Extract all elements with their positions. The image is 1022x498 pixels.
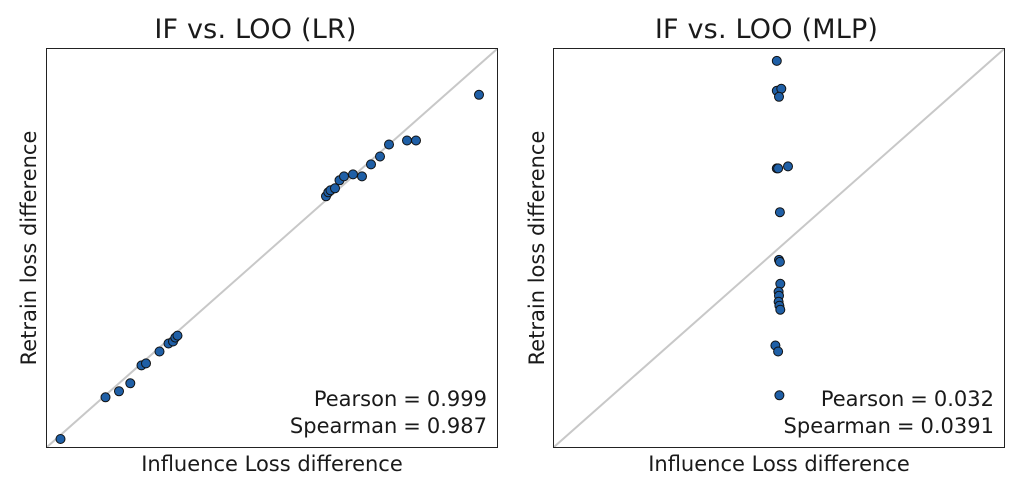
data-point xyxy=(125,378,136,389)
data-point xyxy=(774,207,785,218)
data-point xyxy=(773,346,784,357)
identity-line xyxy=(47,49,497,447)
data-point xyxy=(474,89,484,100)
data-point xyxy=(774,256,785,267)
pearson-value: 0.999 xyxy=(426,387,487,411)
data-point xyxy=(100,392,111,403)
data-point xyxy=(775,278,786,289)
spearman-value: 0.987 xyxy=(426,414,487,438)
data-point xyxy=(366,159,376,170)
pearson-stat: Pearson = 0.999 xyxy=(313,387,487,411)
y-axis-label: Retrain loss difference xyxy=(17,130,41,366)
x-axis-label: Influence Loss difference xyxy=(648,452,910,476)
x-axis-label: Influence Loss difference xyxy=(141,452,403,476)
data-point xyxy=(411,135,421,146)
y-axis-label: Retrain loss difference xyxy=(525,130,549,366)
data-point xyxy=(357,171,367,182)
pearson-value: 0.032 xyxy=(933,387,994,411)
plot-area: Pearson = 0.032 Spearman = 0.0391 xyxy=(553,48,1005,448)
data-point xyxy=(775,304,786,315)
data-point xyxy=(773,163,784,174)
plot-area: Pearson = 0.999 Spearman = 0.987 xyxy=(46,48,498,448)
pearson-stat: Pearson = 0.032 xyxy=(820,387,994,411)
spearman-value: 0.0391 xyxy=(920,414,994,438)
data-point xyxy=(402,135,412,146)
data-point xyxy=(55,434,66,444)
chart-panel-mlp: IF vs. LOO (MLP) Retrain loss difference… xyxy=(511,0,1022,498)
data-point xyxy=(114,386,124,397)
spearman-label: Spearman xyxy=(289,414,398,438)
data-point xyxy=(141,358,151,369)
spearman-stat: Spearman = 0.0391 xyxy=(783,414,994,438)
data-point xyxy=(172,330,183,341)
chart-title: IF vs. LOO (MLP) xyxy=(654,14,879,45)
data-point xyxy=(375,151,385,162)
data-point xyxy=(384,139,394,150)
data-point xyxy=(154,346,165,357)
identity-line xyxy=(554,49,1004,447)
pearson-label: Pearson xyxy=(820,387,905,411)
data-point xyxy=(774,91,784,102)
spearman-stat: Spearman = 0.987 xyxy=(289,414,487,438)
chart-title: IF vs. LOO (LR) xyxy=(154,14,357,45)
chart-panel-lr: IF vs. LOO (LR) Retrain loss difference … xyxy=(17,14,498,476)
pearson-label: Pearson xyxy=(313,387,398,411)
data-point xyxy=(774,390,785,401)
spearman-label: Spearman xyxy=(783,414,891,438)
data-point xyxy=(330,183,340,194)
scatter-plot-lr xyxy=(47,49,497,447)
scatter-plot-mlp xyxy=(554,49,1004,447)
data-point xyxy=(348,169,358,180)
data-point xyxy=(771,55,782,66)
data-point xyxy=(339,171,349,182)
data-point xyxy=(783,161,793,172)
